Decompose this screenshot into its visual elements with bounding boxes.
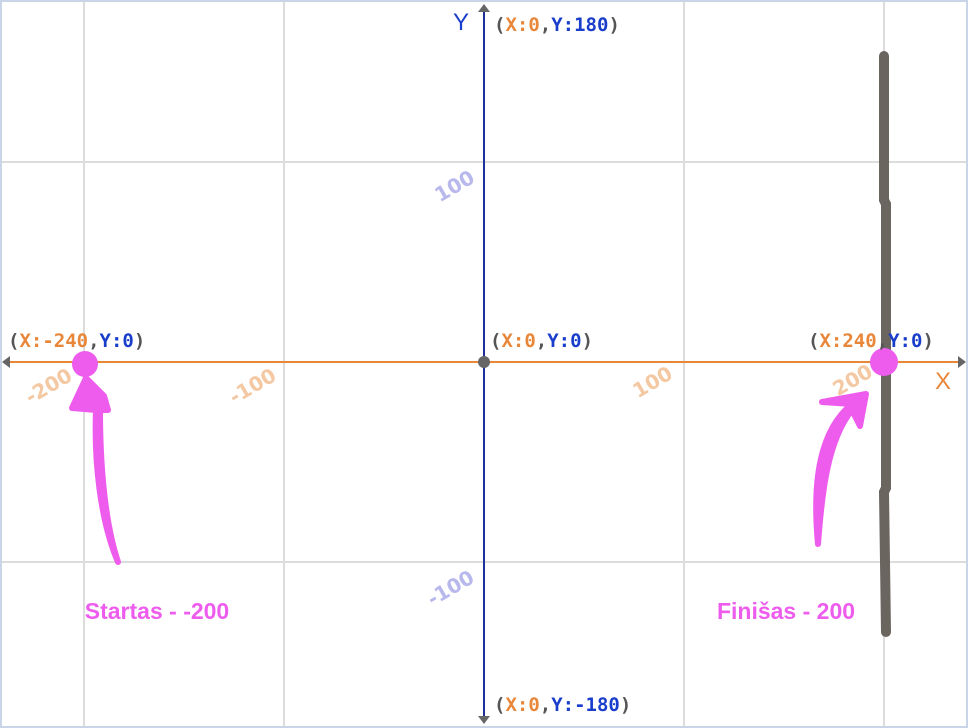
coordinate-part: X:240	[819, 330, 876, 352]
coordinate-label: (X:0,Y:180)	[494, 14, 620, 36]
finish-wall	[878, 51, 891, 637]
coordinate-part: ,	[536, 330, 547, 352]
coordinate-part: )	[620, 694, 631, 716]
coordinate-part: ,	[540, 694, 551, 716]
finish-arrow	[813, 391, 869, 547]
coordinate-part: ,	[540, 14, 551, 36]
coordinate-part: (	[808, 330, 819, 352]
coordinate-part: (	[494, 14, 505, 36]
coordinate-part: Y:-180	[551, 694, 620, 716]
coordinate-label: (X:0,Y:0)	[490, 330, 593, 352]
coordinate-part: )	[582, 330, 593, 352]
x-axis-name: X	[935, 368, 951, 395]
coordinate-part: X:0	[501, 330, 535, 352]
origin-dot	[478, 356, 490, 368]
start-label: Startas - -200	[85, 598, 229, 624]
start-dot	[72, 351, 98, 377]
coordinate-part: )	[134, 330, 145, 352]
coordinate-part: (	[494, 694, 505, 716]
finish-dot	[870, 348, 898, 376]
coordinate-part: Y:0	[547, 330, 581, 352]
coordinate-part: X:-240	[19, 330, 88, 352]
coordinate-part: X:0	[505, 694, 539, 716]
coordinate-part: Y:0	[888, 330, 922, 352]
coordinate-part: )	[922, 330, 933, 352]
y-axis-name: Y	[453, 9, 469, 36]
coordinate-part: ,	[877, 330, 888, 352]
coordinate-label: (X:0,Y:-180)	[494, 694, 631, 716]
coordinate-label: (X:-240,Y:0)	[8, 330, 145, 352]
coordinate-part: X:0	[505, 14, 539, 36]
coordinate-label: (X:240,Y:0)	[808, 330, 934, 352]
coordinate-part: Y:180	[551, 14, 608, 36]
coordinate-part: )	[608, 14, 619, 36]
coordinate-part: (	[490, 330, 501, 352]
coordinate-part: Y:0	[100, 330, 134, 352]
finish-label: Finišas - 200	[717, 598, 855, 624]
start-arrow	[69, 375, 121, 565]
coordinate-part: (	[8, 330, 19, 352]
coordinate-part: ,	[88, 330, 99, 352]
